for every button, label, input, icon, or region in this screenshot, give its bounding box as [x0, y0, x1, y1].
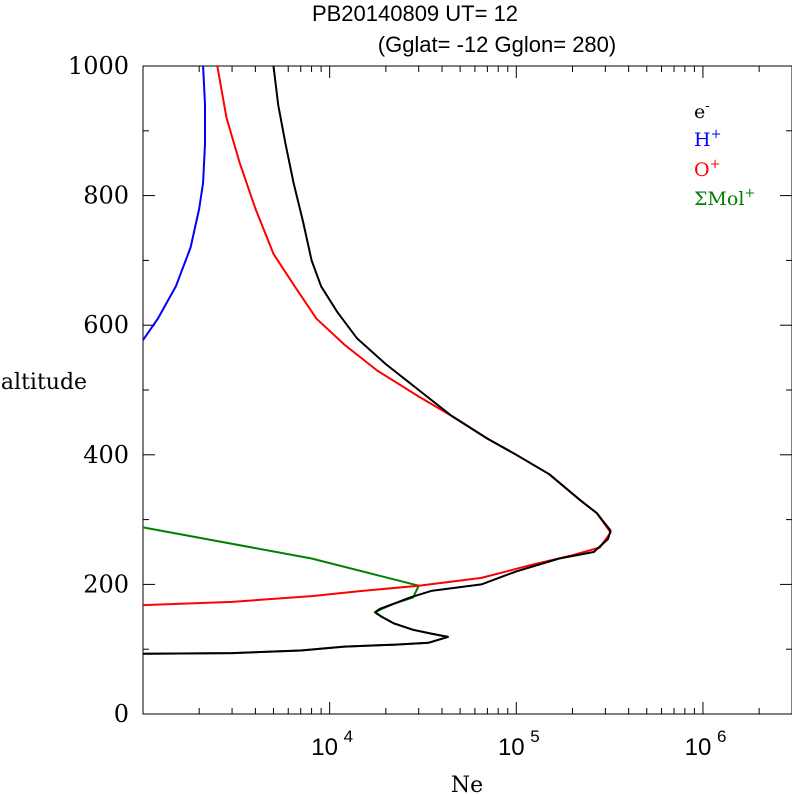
plot-area: 0 200 400 600 800 1000 10 4 10 5 10 6 — [68, 52, 792, 761]
legend-entry-h: H+ — [694, 127, 721, 151]
legend-entry-o: O+ — [694, 157, 720, 181]
legend-superscript: + — [710, 157, 721, 172]
y-tick-label: 200 — [83, 570, 129, 598]
y-tick-label: 400 — [83, 441, 129, 469]
chart-title-line1: PB20140809 UT= 12 — [312, 1, 518, 26]
y-tick-label: 1000 — [68, 52, 129, 80]
y-tick-label: 0 — [114, 700, 129, 728]
y-axis-label: altitude — [1, 370, 87, 395]
series-line-e — [143, 66, 612, 655]
y-tick-label: 800 — [83, 182, 129, 210]
x-tick-label: 10 — [685, 734, 712, 761]
series-line-mol — [143, 526, 449, 655]
series-line-o — [143, 66, 612, 607]
series-lines — [143, 66, 612, 655]
y-tick-label: 600 — [83, 311, 129, 339]
series-line-h — [143, 66, 206, 341]
legend-superscript: + — [711, 127, 722, 142]
legend: e- H+ O+ ΣMol+ — [694, 99, 755, 210]
x-tick-label-exponent: 5 — [530, 727, 539, 746]
legend-entry-mol: ΣMol+ — [694, 186, 755, 210]
chart-title-line2: (Gglat= -12 Gglon= 280) — [378, 32, 616, 57]
legend-entry-e: e- — [694, 99, 710, 123]
x-tick-label: 10 — [311, 734, 338, 761]
x-tick-label: 10 — [498, 734, 525, 761]
legend-superscript: + — [744, 186, 755, 201]
x-axis-label: Ne — [451, 773, 483, 795]
x-tick-label-exponent: 4 — [344, 727, 353, 746]
x-tick-label-exponent: 6 — [717, 727, 726, 746]
legend-superscript: - — [705, 99, 709, 114]
